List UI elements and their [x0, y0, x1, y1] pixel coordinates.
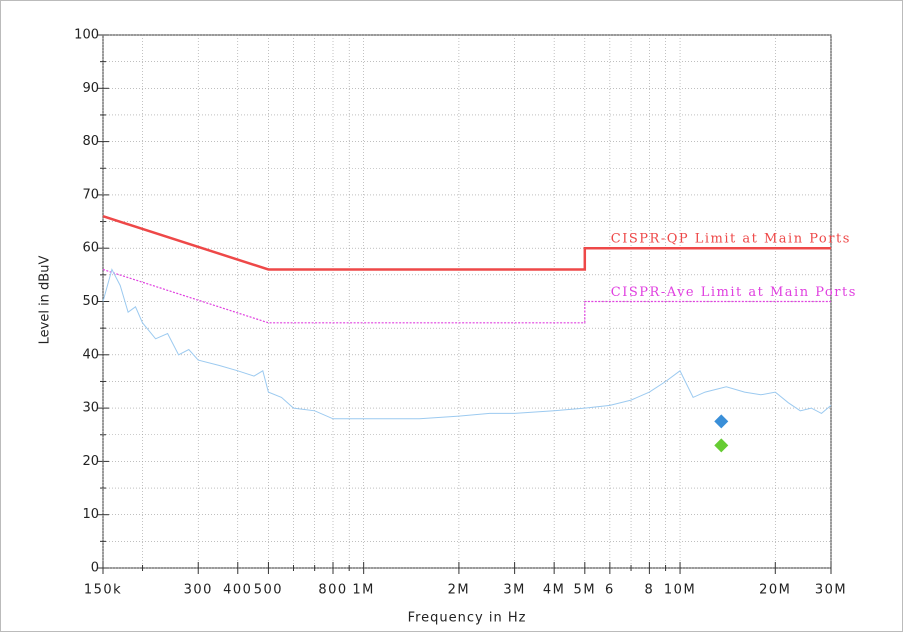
marker: [714, 438, 729, 453]
x-tick-label: 300: [184, 583, 213, 598]
x-tick-label: 800: [318, 583, 347, 598]
y-tick-label: 50: [82, 294, 99, 309]
x-tick-label: 30M: [815, 583, 847, 598]
y-tick-label: 80: [82, 134, 99, 149]
marker: [714, 414, 729, 429]
y-tick-label: 20: [82, 454, 99, 469]
series-line: [102, 268, 831, 324]
x-tick-label: 20M: [759, 583, 791, 598]
x-tick-label: 4M: [543, 583, 566, 598]
y-tick-label: 100: [74, 28, 99, 43]
x-tick-label: 400: [223, 583, 252, 598]
limit-label: CISPR-QP Limit at Main Ports: [611, 232, 851, 247]
x-tick-label: 8: [644, 583, 654, 598]
series-line: [102, 215, 831, 271]
limit-label: CISPR-Ave Limit at Main Ports: [611, 285, 857, 300]
x-tick-label: 5M: [574, 583, 597, 598]
x-tick-label: 6: [605, 583, 615, 598]
x-tick-label: 2M: [448, 583, 471, 598]
y-tick-label: 30: [82, 401, 99, 416]
x-tick-label: 1M: [352, 583, 375, 598]
y-tick-label: 60: [82, 241, 99, 256]
x-tick-label: 150k: [84, 583, 122, 598]
y-tick-label: 90: [82, 81, 99, 96]
y-axis-label: Level in dBuV: [38, 256, 53, 345]
y-tick-label: 70: [82, 187, 99, 202]
x-tick-label: 10M: [664, 583, 696, 598]
x-tick-label: 500: [254, 583, 283, 598]
series-line: [102, 268, 832, 420]
x-axis-label: Frequency in Hz: [408, 611, 527, 626]
y-tick-label: 0: [91, 561, 99, 576]
x-tick-label: 3M: [503, 583, 526, 598]
y-tick-label: 10: [82, 507, 99, 522]
y-tick-label: 40: [82, 347, 99, 362]
